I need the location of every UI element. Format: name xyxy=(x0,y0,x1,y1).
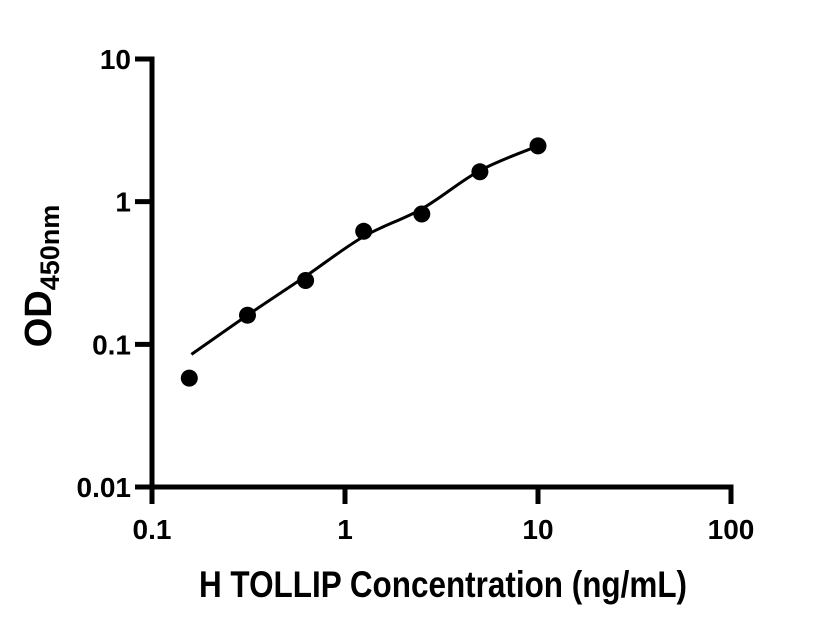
x-tick-label: 0.1 xyxy=(133,514,172,545)
data-point xyxy=(529,137,547,155)
x-tick-label: 10 xyxy=(522,514,553,545)
x-axis-title-text: H TOLLIP Concentration (ng/mL) xyxy=(198,564,688,605)
y-tick-label: 10 xyxy=(100,44,131,75)
y-tick-label: 0.01 xyxy=(77,472,132,503)
data-point xyxy=(355,222,373,240)
y-tick-label: 0.1 xyxy=(92,329,131,360)
data-point xyxy=(413,205,431,223)
data-point xyxy=(180,369,198,387)
data-point xyxy=(471,163,489,181)
y-tick-label: 1 xyxy=(115,187,131,218)
y-axis-title-subscript: 450nm xyxy=(35,204,65,291)
x-tick-label: 1 xyxy=(337,514,353,545)
y-axis-title: OD450nm xyxy=(18,204,65,348)
x-axis-title: H TOLLIP Concentration (ng/mL) xyxy=(156,564,730,606)
data-point xyxy=(239,306,256,324)
data-point xyxy=(297,272,315,289)
y-axis-title-main: OD xyxy=(18,290,60,348)
x-tick-label: 100 xyxy=(708,514,755,545)
